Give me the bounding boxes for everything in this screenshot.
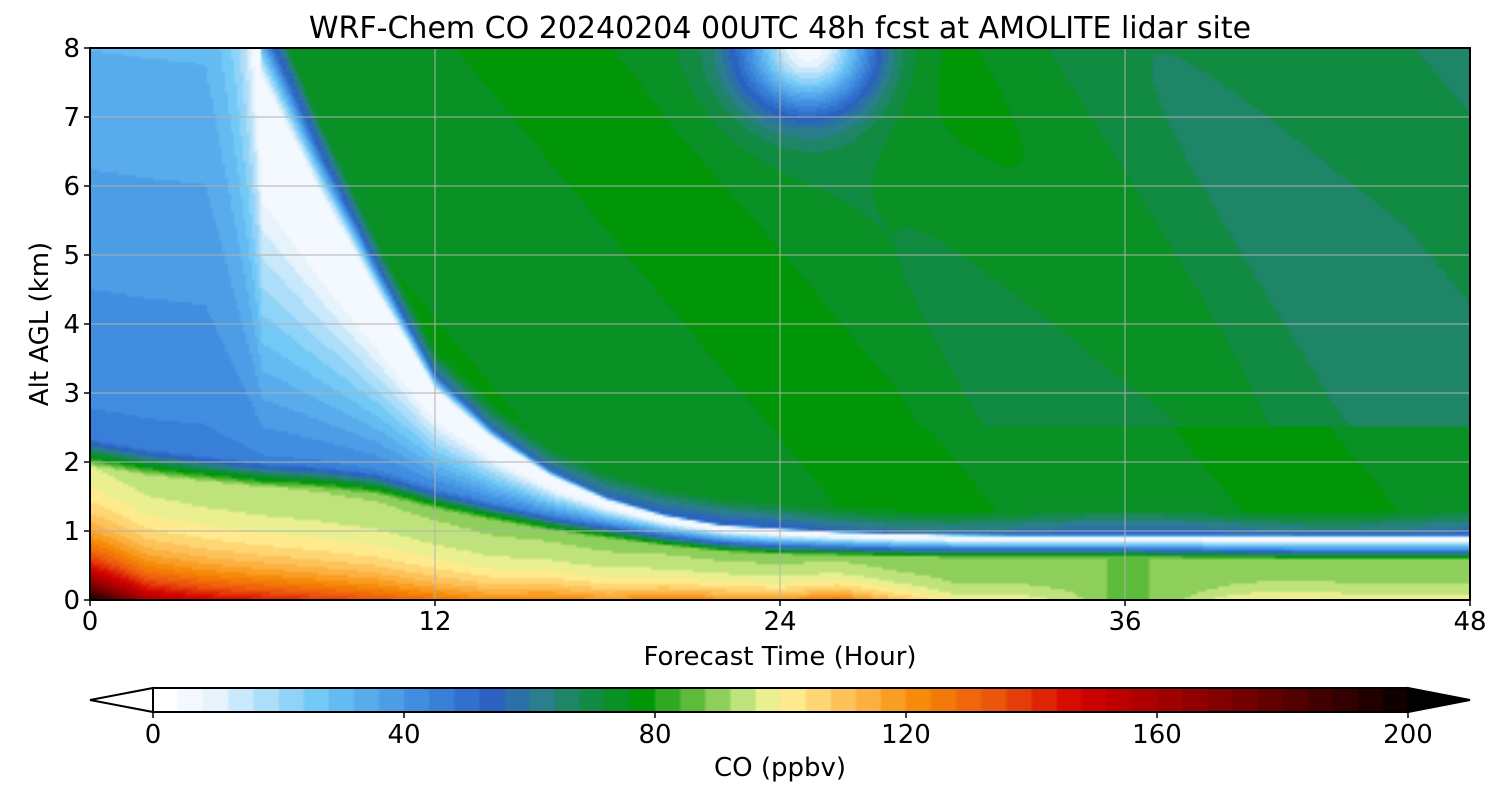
y-tick-label: 7 [63, 103, 80, 133]
plot-area [89, 47, 1471, 601]
colorbar-label: CO (ppbv) [714, 753, 846, 783]
x-tick-label: 36 [1108, 607, 1141, 637]
y-tick-label: 6 [63, 172, 80, 202]
colorbar-extend-high-arrow [1407, 686, 1471, 714]
colorbar-tick-label: 200 [1383, 720, 1433, 750]
y-tick-label: 2 [63, 448, 80, 478]
y-tick-label: 0 [63, 586, 80, 616]
colorbar-ticks: 0 40 80 120 160 200 [145, 712, 1433, 750]
x-tick-label: 48 [1453, 607, 1486, 637]
colorbar-extend-low-arrow [89, 686, 154, 714]
x-tick-label: 24 [763, 607, 796, 637]
colorbar-tick-label: 160 [1132, 720, 1182, 750]
y-tick-label: 5 [63, 241, 80, 271]
chart-title: WRF-Chem CO 20240204 00UTC 48h fcst at A… [309, 11, 1251, 46]
y-tick-label: 8 [63, 34, 80, 64]
x-axis-label: Forecast Time (Hour) [643, 642, 916, 672]
colorbar-frame [152, 687, 1409, 713]
y-axis-label: Alt AGL (km) [25, 242, 55, 406]
colorbar-tick-label: 120 [881, 720, 931, 750]
y-tick-label: 4 [63, 310, 80, 340]
y-axis: 0 1 2 3 4 5 6 7 8 [63, 34, 90, 616]
colorbar-tick-label: 40 [387, 720, 420, 750]
colorbar: 0 40 80 120 160 200 CO (ppbv) [89, 686, 1471, 783]
x-axis: 0 12 24 36 48 [82, 600, 1487, 637]
y-tick-label: 3 [63, 379, 80, 409]
colorbar-gradient [153, 688, 1408, 712]
grid-lines [90, 48, 1470, 600]
colorbar-tick-label: 80 [638, 720, 671, 750]
x-tick-label: 0 [82, 607, 99, 637]
y-tick-label: 1 [63, 517, 80, 547]
colorbar-tick-label: 0 [145, 720, 162, 750]
x-tick-label: 12 [418, 607, 451, 637]
